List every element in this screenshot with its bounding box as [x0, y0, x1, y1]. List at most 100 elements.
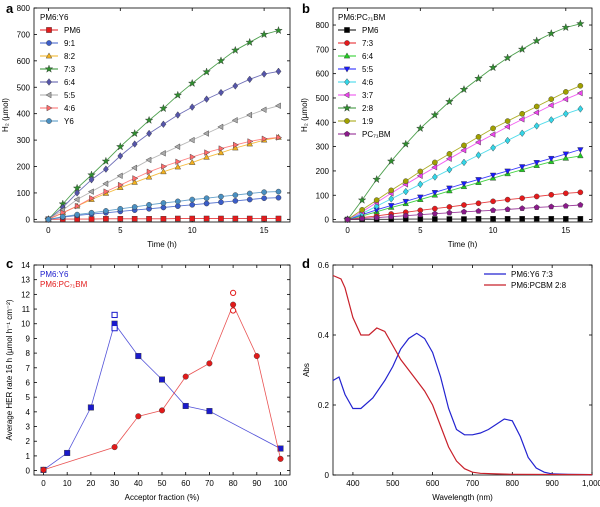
data-point-6-4: [174, 111, 181, 119]
y-tick-label-a: 400: [17, 110, 31, 119]
legend-entry-8-2: 8:2: [64, 52, 76, 61]
data-point-7-3: [461, 202, 467, 208]
legend-entry-pm6-y6: PM6:Y6: [40, 270, 69, 279]
data-point-5-5: [145, 156, 152, 164]
series-pm6-pc-bm: [40, 289, 284, 473]
data-point-3-7: [518, 116, 525, 123]
data-point-5-5: [274, 102, 281, 109]
x-tick-label-a: 15: [260, 226, 269, 235]
data-point-6-4: [131, 140, 138, 148]
data-point-7-3: [245, 37, 254, 46]
data-point-pc-bm: [460, 208, 467, 215]
y-tick-label-d: 0: [325, 471, 330, 480]
y-tick-label-b: 800: [316, 21, 330, 30]
legend-marker-6-4: [343, 52, 351, 59]
data-point-8-2: [160, 168, 167, 175]
panel-c: c 0 10 20 30 40 50 60 70 80 90 1000123456789101112…: [5, 256, 291, 502]
x-tick-label-d: 1,000: [582, 479, 600, 488]
legend-marker-1-9: [344, 118, 350, 124]
data-point-6-4: [117, 152, 124, 160]
y-tick-label-b: 100: [316, 191, 330, 200]
data-point-4-6: [490, 144, 496, 152]
data-point-8-2: [145, 173, 153, 180]
legend-entry-pm6-y6-7-3: PM6:Y6 7:3: [511, 270, 553, 279]
y-tick-label-c: 11: [22, 305, 31, 314]
legend-entry-9-1: 9:1: [64, 39, 76, 48]
y-tick-label-d: 0.2: [318, 401, 330, 410]
panel-c-label: c: [6, 256, 13, 271]
open-point-pm6-pc-bm: [230, 307, 237, 314]
data-point-7-3: [504, 196, 511, 203]
data-point-4-6: [132, 175, 139, 182]
data-point-pm6-pc-bm: [206, 360, 213, 367]
y-tick-label-c: 9: [26, 334, 31, 343]
y-tick-label-c: 4: [26, 408, 31, 417]
panel-a-label: a: [6, 1, 14, 16]
data-point-5-5: [577, 147, 584, 154]
legend-title: PM6:PC₇₁BM: [338, 13, 386, 22]
data-point-1-9: [417, 168, 424, 175]
data-point-pc-bm: [431, 210, 438, 217]
x-tick-label-a: 5: [118, 226, 123, 235]
data-point-pc-bm: [344, 216, 351, 223]
data-point-1-9: [490, 125, 496, 132]
open-point-pm6-pc-bm: [230, 289, 237, 297]
data-point-4-6: [276, 134, 283, 141]
y-axis-label-c: Average HER rate 16 h (µmol h⁻¹ cm⁻²): [5, 299, 14, 440]
data-point-9-1: [203, 200, 210, 207]
series-line-pm6-y6: [43, 322, 281, 471]
x-tick-label-b: 15: [561, 226, 570, 235]
data-point-pm6: [490, 216, 496, 222]
data-point-5-5: [87, 188, 94, 195]
data-point-4-6: [261, 135, 268, 142]
data-point-3-7: [562, 95, 569, 103]
legend-marker-7-3: [344, 40, 350, 46]
data-point-pc-bm: [519, 205, 526, 211]
data-point-6-4: [146, 129, 152, 138]
legend-entry-7-3: 7:3: [362, 39, 374, 48]
y-axis-label-a: H₂ (µmol): [1, 98, 10, 132]
data-point-1-9: [359, 207, 365, 213]
data-point-pc-bm: [562, 202, 569, 209]
data-point-pc-bm: [533, 204, 540, 210]
data-point-y6: [275, 188, 282, 195]
data-point-7-3: [130, 128, 139, 138]
data-point-pc-bm: [402, 212, 409, 219]
data-point-7-3: [259, 29, 269, 39]
data-point-2-8: [532, 36, 541, 45]
data-point-7-3: [216, 56, 226, 65]
data-point-4-6: [89, 195, 96, 202]
legend-entry-pm6-pcbm-2-8: PM6:PCBM 2:8: [511, 281, 567, 290]
data-point-2-8: [474, 73, 483, 83]
data-point-4-6: [204, 149, 211, 156]
data-point-pm6: [232, 215, 239, 222]
legend-a: PM6:Y6 PM6 9:1 8:2 7:3 6:4 5:5 4:6 Y6: [40, 13, 81, 126]
data-point-3-7: [576, 89, 583, 97]
data-point-pm6: [461, 216, 467, 222]
data-point-y6: [160, 200, 167, 206]
x-tick-label-c: 100: [274, 479, 288, 488]
data-point-2-8: [576, 19, 585, 28]
legend-entry-6-4: 6:4: [362, 52, 374, 61]
data-point-5-5: [116, 172, 123, 179]
legend-entry-6-4: 6:4: [64, 78, 76, 87]
x-axis-label-b: Time (h): [448, 240, 478, 249]
y-tick-label-a: 600: [17, 57, 31, 66]
x-tick-label-d: 700: [466, 479, 480, 488]
chart-b: 0 5 10 15 0 100 200 300 400 500 600 700 800 Time (h) H…: [300, 7, 593, 249]
data-point-9-1: [218, 199, 224, 205]
data-point-y6: [232, 192, 239, 198]
data-point-4-6: [388, 195, 395, 203]
y-tick-label-b: 600: [316, 70, 330, 79]
y-tick-label-a: 0: [26, 215, 31, 224]
data-point-pc-bm: [548, 203, 555, 210]
legend-entry-pm6: PM6: [64, 26, 81, 35]
legend-entry-3-7: 3:7: [362, 91, 374, 100]
x-tick-label-a: 0: [46, 226, 51, 235]
data-point-y6: [117, 205, 124, 212]
data-point-6-4: [218, 88, 224, 97]
data-point-pm6: [563, 216, 569, 222]
data-point-3-7: [547, 102, 554, 109]
data-point-6-4: [189, 103, 196, 111]
data-point-4-6: [117, 181, 124, 189]
